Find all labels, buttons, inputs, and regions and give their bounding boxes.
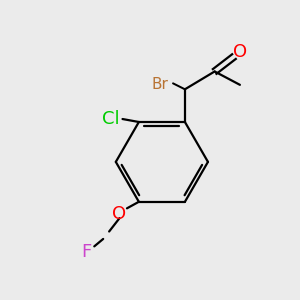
Text: O: O — [233, 43, 247, 61]
Text: Br: Br — [151, 77, 168, 92]
Text: O: O — [112, 205, 127, 223]
Text: F: F — [82, 243, 92, 261]
Text: Cl: Cl — [102, 110, 119, 128]
